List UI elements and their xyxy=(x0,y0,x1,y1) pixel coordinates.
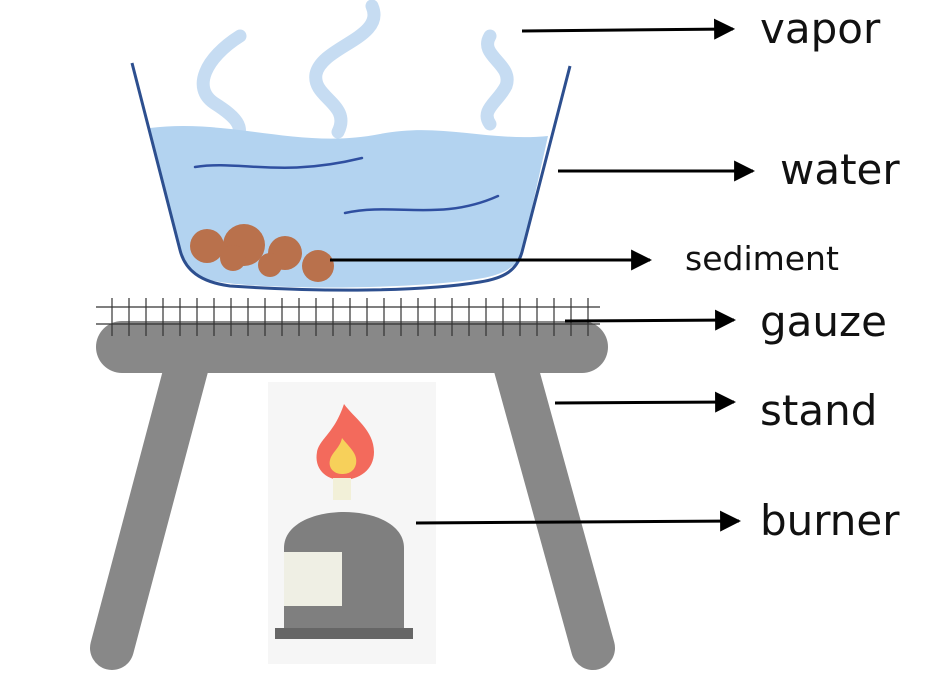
wire-gauze xyxy=(96,298,600,336)
burner-panel xyxy=(284,552,342,606)
stand-top xyxy=(96,321,608,373)
sediment-particles xyxy=(190,224,334,282)
stand-leg-right xyxy=(490,332,615,670)
basin-outline xyxy=(130,62,572,292)
label-sediment: sediment xyxy=(685,239,839,278)
vapor-wisps xyxy=(196,0,514,157)
water-wave-lower xyxy=(343,194,500,215)
label-burner: burner xyxy=(760,496,900,545)
arrow-burner xyxy=(415,510,742,532)
label-water: water xyxy=(780,145,900,194)
label-stand: stand xyxy=(760,386,877,435)
label-gauze: gauze xyxy=(760,297,887,346)
flame-inner xyxy=(329,438,357,474)
arrow-stand xyxy=(554,391,737,413)
label-vapor: vapor xyxy=(760,4,881,53)
burner-base xyxy=(275,628,413,639)
sediment-particle xyxy=(220,245,246,271)
water-wave-upper xyxy=(193,156,364,170)
sediment-particle xyxy=(302,250,334,282)
sediment-particle xyxy=(190,229,224,263)
burner xyxy=(268,382,436,664)
arrow-gauze xyxy=(564,309,737,331)
stand-leg-left xyxy=(90,332,212,670)
vapor-wisp-right xyxy=(480,29,514,131)
burner-wick xyxy=(333,478,351,500)
arrow-vapor xyxy=(521,18,736,40)
sediment-particle xyxy=(258,253,282,277)
water-body xyxy=(150,126,548,288)
vapor-wisp-middle xyxy=(309,0,381,139)
pointer-arrows xyxy=(330,18,756,532)
